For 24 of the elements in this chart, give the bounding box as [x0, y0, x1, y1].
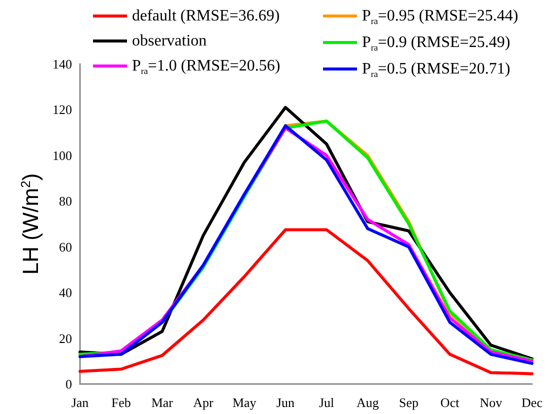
x-tick-label: Jan: [71, 395, 90, 410]
legend-label: default (RMSE=36.69): [132, 8, 280, 24]
x-tick-label: Mar: [151, 395, 174, 410]
y-tick-label: 100: [52, 148, 72, 163]
x-tick-label: Feb: [111, 395, 131, 410]
x-tick-label: Sep: [398, 395, 418, 410]
line-series: [78, 228, 534, 376]
y-tick-label: 120: [52, 102, 72, 118]
x-tick-label: Aug: [356, 395, 380, 410]
y-tick-label: 20: [59, 330, 72, 346]
y-tick-label: 80: [59, 194, 72, 209]
x-tick-label: Jun: [276, 395, 295, 410]
y-tick-label: 0: [66, 376, 72, 392]
x-tick-label: Nov: [480, 395, 503, 410]
y-tick-label: 60: [59, 239, 72, 254]
x-tick-label: May: [232, 395, 257, 410]
x-tick-label: Jul: [318, 395, 335, 410]
y-axis-title: LH (W/m2): [18, 173, 43, 275]
x-tick-label: Apr: [193, 395, 214, 410]
y-tick-label: 40: [59, 285, 72, 300]
x-tick-label: Oct: [440, 395, 460, 410]
y-tick-label: 140: [52, 56, 72, 72]
legend-label: observation: [132, 32, 207, 50]
x-tick-label: Dec: [522, 395, 543, 410]
